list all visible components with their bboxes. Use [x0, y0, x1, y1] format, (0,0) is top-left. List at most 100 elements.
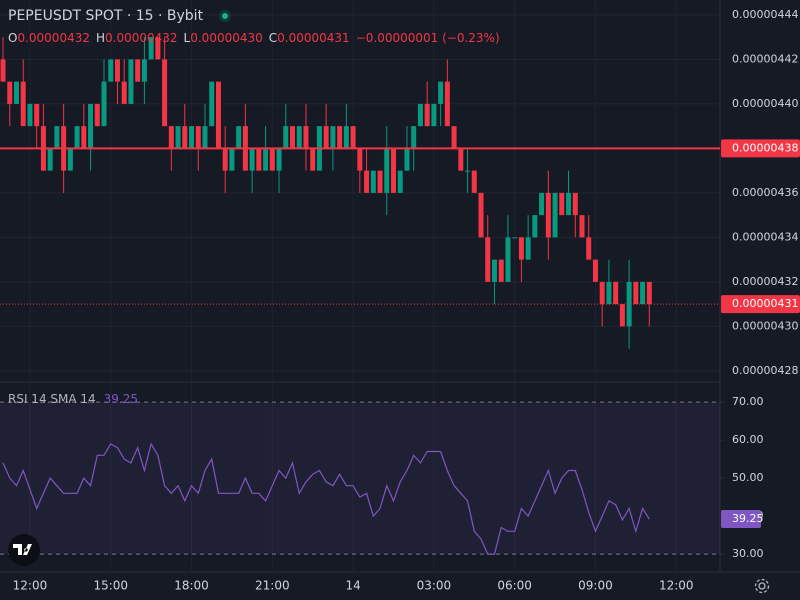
candle-body	[646, 281, 652, 305]
candle-body	[518, 237, 524, 260]
candle-body	[559, 192, 565, 216]
candle-body	[54, 126, 60, 149]
candle-body	[148, 37, 154, 60]
ohlc-value: 0.00000431	[277, 31, 350, 45]
candle-body	[364, 170, 370, 193]
candle-body	[586, 237, 592, 260]
candle-body	[141, 59, 147, 82]
price-tick-label: 0.00000436	[732, 186, 798, 199]
candle-body	[189, 126, 195, 149]
candle-body	[323, 126, 329, 149]
candle-body	[390, 148, 396, 193]
price-tick-label: 0.00000444	[732, 8, 798, 21]
candle-body	[229, 148, 235, 171]
candle-body	[512, 237, 518, 239]
candle-body	[498, 259, 504, 282]
time-tick-label: 09:00	[578, 579, 613, 593]
candle-body	[215, 81, 221, 149]
price-tick-label: 0.00000442	[732, 52, 798, 65]
candle-body	[640, 281, 646, 305]
candle-body	[303, 126, 309, 149]
candle-body	[27, 103, 33, 127]
candle-body	[337, 126, 343, 149]
settings-icon[interactable]	[754, 578, 770, 594]
candle-body	[222, 148, 228, 171]
time-tick-label: 06:00	[497, 579, 532, 593]
price-tick-label: 0.00000440	[732, 97, 798, 110]
candle-body	[0, 59, 6, 82]
candle-body	[478, 192, 484, 238]
symbol-title[interactable]: PEPEUSDT SPOT · 15 · Bybit	[8, 8, 204, 24]
rsi-value-label-bg	[721, 509, 761, 528]
ohlc-value: 0.00000432	[17, 31, 90, 45]
rsi-band	[0, 402, 720, 555]
candle-body	[572, 192, 578, 216]
rsi-header-value: 39.25	[104, 392, 138, 406]
candle-body	[343, 126, 349, 149]
candle-body	[310, 148, 316, 171]
grid	[0, 0, 724, 572]
candle-body	[424, 103, 430, 127]
price-tick-label: 0.00000434	[732, 230, 798, 243]
candle-body	[236, 126, 242, 149]
ohlc-value: 0.00000432	[105, 31, 178, 45]
price-label: 0.00000438	[732, 141, 798, 154]
candle-body	[155, 37, 161, 60]
candle-body	[202, 126, 208, 149]
ohlc-change: −0.00000001 (−0.23%)	[356, 31, 500, 45]
rsi-tick-label: 30.00	[732, 547, 764, 560]
candle-body	[74, 126, 80, 149]
candle-body	[34, 103, 40, 127]
marks	[0, 37, 720, 555]
candle-body	[552, 192, 558, 238]
rsi-value-label: 39.25	[732, 512, 764, 525]
price-label: 0.00000431	[732, 297, 798, 310]
candle-body	[377, 170, 383, 193]
candle-body	[121, 81, 127, 104]
candle-body	[404, 148, 410, 171]
status-dot	[222, 13, 228, 19]
rsi-title: RSI 14 SMA 14	[8, 392, 96, 406]
candle-body	[417, 103, 423, 127]
candle-body	[209, 81, 215, 127]
candle-body	[619, 304, 625, 327]
candle-body	[606, 281, 612, 305]
ohlc-key: O	[8, 31, 17, 45]
candle-body	[13, 81, 19, 104]
candle-body	[592, 259, 598, 282]
candle-body	[182, 126, 188, 149]
price-label-bg	[721, 295, 800, 314]
candle-body	[47, 148, 53, 171]
candle-body	[20, 81, 26, 127]
candle-body	[599, 281, 605, 305]
candle-body	[444, 81, 450, 127]
candle-body	[249, 148, 255, 171]
candle-body	[458, 148, 464, 171]
candle-body	[296, 126, 302, 149]
candle-body	[431, 103, 437, 127]
time-tick-label: 21:00	[255, 579, 290, 593]
candle-body	[525, 237, 531, 260]
ohlc-value: 0.00000430	[190, 31, 263, 45]
candle-body	[411, 126, 417, 149]
ohlc-key: L	[184, 31, 191, 45]
tradingview-logo[interactable]	[8, 534, 40, 566]
time-tick-label: 18:00	[174, 579, 209, 593]
candle-body	[263, 148, 269, 171]
candle-body	[357, 148, 363, 171]
time-tick-label: 03:00	[417, 579, 452, 593]
ohlc-key: H	[96, 31, 105, 45]
candle-body	[290, 126, 296, 149]
price-tick-label: 0.00000432	[732, 275, 798, 288]
candle-body	[465, 170, 471, 172]
candle-body	[269, 148, 275, 171]
candle-body	[491, 259, 497, 282]
labels: 12:00 15:00 18:00 21:00 14 03:00 06:00 09:00 12:…	[8, 8, 800, 593]
rsi-tick-label: 70.00	[732, 395, 764, 408]
candle-body	[94, 103, 100, 127]
ohlc-key: C	[269, 31, 277, 45]
candle-body	[471, 170, 477, 193]
candle-body	[566, 192, 572, 216]
